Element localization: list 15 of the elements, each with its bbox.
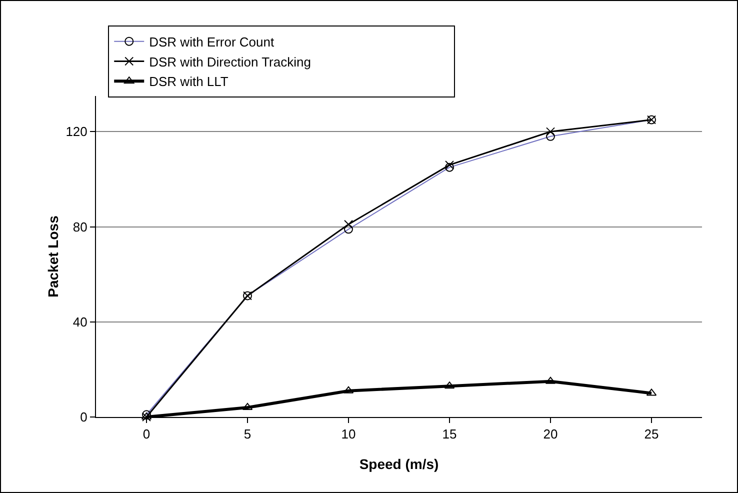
x-axis-title: Speed (m/s) — [359, 456, 439, 472]
legend-label: DSR with Error Count — [149, 34, 274, 50]
y-tick-label: 80 — [72, 219, 88, 234]
legend-label: DSR with Direction Tracking — [149, 54, 311, 70]
y-tick-label: 120 — [66, 124, 88, 140]
x-tick-label: 0 — [142, 426, 150, 442]
x-tick-label: 5 — [244, 426, 252, 442]
x-tick-label: 10 — [341, 426, 356, 442]
y-tick-label: 0 — [80, 410, 88, 425]
x-tick-label: 25 — [644, 426, 659, 442]
legend-label: DSR with LLT — [149, 74, 228, 90]
x-tick-label: 15 — [442, 426, 457, 442]
y-axis-title: Packet Loss — [45, 215, 61, 298]
x-tick-label: 20 — [543, 426, 558, 442]
y-tick-label: 40 — [72, 314, 88, 330]
